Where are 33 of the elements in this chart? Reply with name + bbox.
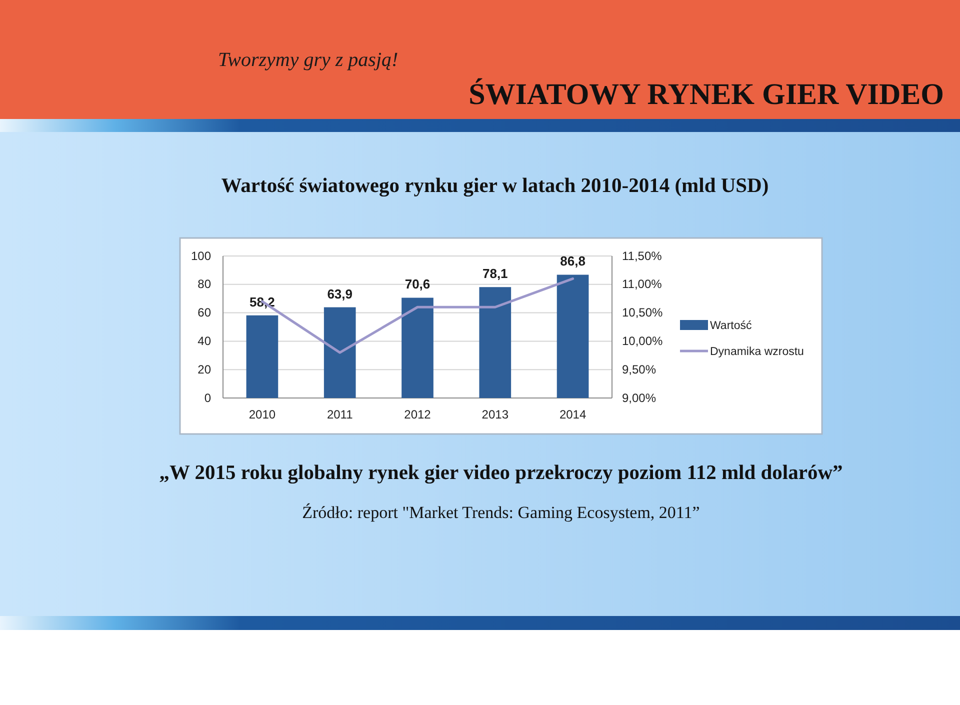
- x-tick-label: 2011: [326, 408, 354, 422]
- y2-tick-label: 10,00%: [622, 334, 664, 348]
- text: „W 2015 roku globalny rynek gier video przekroczy poziom 112 mld dolarów”: [159, 462, 843, 484]
- bar: [479, 287, 512, 398]
- y-tick-label: 60: [198, 306, 212, 320]
- bar: [402, 298, 434, 398]
- x-tick-label: 2012: [404, 408, 432, 422]
- x-tick-label: 2014: [559, 408, 586, 422]
- text: Tworzymy gry z pasją!: [218, 49, 398, 71]
- y2-tick-label: 11,00%: [622, 277, 662, 292]
- y-tick-label: 40: [198, 334, 212, 348]
- data-label: 63,9: [327, 286, 353, 302]
- y2-tick-label: 11,50%: [622, 248, 662, 263]
- y-tick-label: 80: [198, 277, 212, 292]
- x-tick-label: 2010: [248, 408, 276, 422]
- y2-tick-label: 9,50%: [622, 362, 656, 376]
- legend-label: Dynamika wzrostu: [710, 346, 804, 358]
- text: Źródło: report "Market Trends: Gaming Ecosystem, 2011”: [302, 503, 700, 522]
- y-tick-label: 100: [190, 248, 212, 263]
- data-label: 86,8: [560, 254, 586, 269]
- text: ŚWIATOWY RYNEK GIER VIDEO: [468, 78, 944, 111]
- legend-label: Wartość: [710, 320, 752, 332]
- y-tick-label: 20: [198, 362, 212, 376]
- data-label: 78,1: [482, 266, 508, 282]
- y2-tick-label: 10,50%: [622, 306, 664, 320]
- bar: [246, 315, 278, 398]
- data-label: 70,6: [404, 276, 430, 292]
- bar: [324, 307, 356, 398]
- y2-tick-label: 9,00%: [622, 390, 656, 405]
- x-tick-label: 2013: [482, 408, 509, 422]
- bar: [556, 274, 589, 398]
- y-tick-label: 0: [204, 390, 212, 405]
- chart-subtitle: Wartość światowego rynku gier w latach 2010-2014 (mld USD): [221, 175, 769, 197]
